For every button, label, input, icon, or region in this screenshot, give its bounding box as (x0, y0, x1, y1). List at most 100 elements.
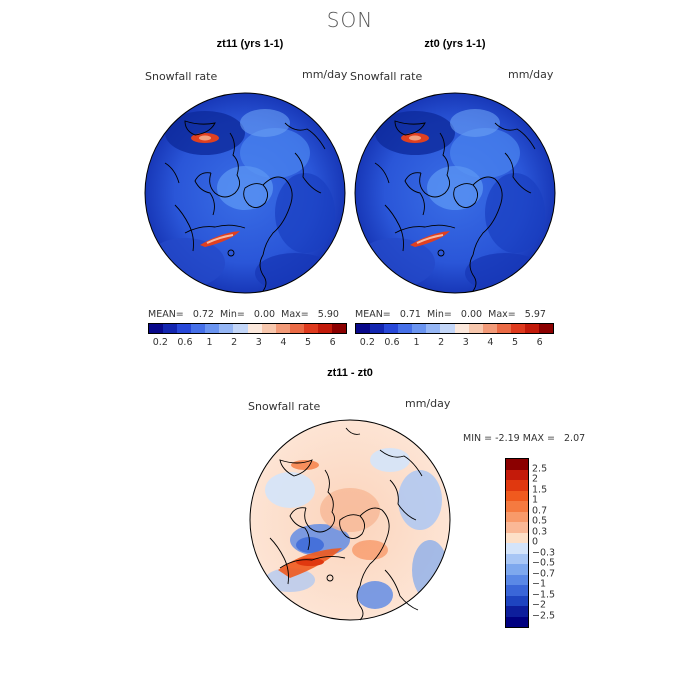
colorbar-tick-label: 1 (206, 337, 213, 348)
colorbar-swatch (332, 324, 347, 333)
colorbar-swatch (506, 459, 528, 470)
colorbar-tick-label: 0 (532, 536, 539, 548)
panel-1-colorbar-ticks: 0.2 0.6 1 2 3 4 5 6 (148, 337, 345, 351)
panel-1-title: zt11 (yrs 1-1) (216, 38, 284, 50)
colorbar-swatch (506, 595, 528, 606)
colorbar-tick-label: 5 (305, 337, 312, 348)
colorbar-swatch (539, 324, 554, 333)
diff-title: zt11 - zt0 (327, 367, 373, 379)
diff-colorbar-ticks: 2.5 2 1.5 1 0.7 0.5 0.3 0 −0.3 −0.5 −0.7 −1 −1.5 −2 −2… (532, 458, 572, 626)
colorbar-swatch (219, 324, 234, 333)
colorbar-swatch (384, 324, 399, 333)
colorbar-swatch (506, 574, 528, 585)
panel-2-coastlines (374, 120, 536, 292)
colorbar-swatch (247, 324, 262, 333)
colorbar-tick-label: 5 (512, 337, 519, 348)
colorbar-tick-label: 2.5 (532, 463, 548, 474)
colorbar-swatch (426, 324, 441, 333)
colorbar-tick-label: 1 (532, 494, 539, 506)
panel-2-colorbar-ticks: 0.2 0.6 1 2 3 4 5 6 (355, 337, 552, 351)
panel-1-polar-map (144, 92, 346, 294)
colorbar-swatch (524, 324, 540, 333)
colorbar-tick-label: −0.5 (532, 557, 556, 569)
panel-2-polar-map (354, 92, 556, 294)
colorbar-tick-label: 2 (231, 337, 238, 348)
diff-field (265, 448, 448, 609)
colorbar-swatch (506, 532, 528, 543)
colorbar-tick-label: 0.6 (177, 337, 193, 348)
diff-units: mm/day (405, 397, 451, 410)
colorbar-tick-label: 3 (462, 337, 469, 348)
colorbar-swatch (506, 490, 528, 501)
colorbar-tick-label: 4 (487, 337, 494, 348)
colorbar-tick-label: −2 (532, 599, 547, 611)
colorbar-tick-label: 2 (532, 473, 539, 485)
panel-1-stats: MEAN= 0.72 Min= 0.00 Max= 5.90 (148, 309, 339, 320)
diff-polar-map (249, 419, 451, 621)
diff-variable: Snowfall rate (248, 400, 321, 413)
colorbar-swatch (370, 324, 385, 333)
colorbar-swatch (317, 324, 333, 333)
colorbar-tick-label: 6 (536, 337, 543, 348)
colorbar-swatch (398, 324, 413, 333)
colorbar-tick-label: −1.5 (532, 589, 556, 600)
colorbar-swatch (506, 511, 528, 522)
colorbar-swatch (482, 324, 497, 333)
diff-minmax: MIN = -2.19 MAX = 2.07 (463, 433, 586, 444)
colorbar-swatch (191, 324, 206, 333)
panel-2-field (355, 109, 545, 293)
colorbar-swatch (163, 324, 178, 333)
panel-1-variable: Snowfall rate (145, 70, 218, 83)
colorbar-swatch (205, 324, 220, 333)
colorbar-tick-label: −1 (532, 578, 547, 590)
colorbar-swatch (275, 324, 290, 333)
colorbar-swatch (506, 480, 528, 491)
colorbar-swatch (454, 324, 469, 333)
colorbar-tick-label: 4 (280, 337, 287, 348)
colorbar-tick-label: 0.5 (532, 515, 548, 527)
colorbar-swatch (506, 585, 528, 596)
panel-2-stats: MEAN= 0.71 Min= 0.00 Max= 5.97 (355, 309, 546, 320)
colorbar-swatch (177, 324, 192, 333)
panel-2-variable: Snowfall rate (350, 70, 423, 83)
colorbar-swatch (506, 501, 528, 512)
panel-2-title: zt0 (yrs 1-1) (424, 38, 486, 50)
colorbar-tick-label: −2.5 (532, 610, 556, 621)
colorbar-tick-label: 0.3 (532, 526, 548, 537)
colorbar-tick-label: −0.3 (532, 547, 556, 558)
colorbar-swatch (506, 522, 528, 533)
colorbar-swatch (412, 324, 427, 333)
diff-colorbar (505, 458, 529, 628)
colorbar-swatch (506, 564, 528, 575)
colorbar-swatch (356, 324, 371, 333)
diff-coastlines (269, 427, 423, 621)
colorbar-tick-label: 3 (255, 337, 262, 348)
colorbar-swatch (506, 553, 528, 564)
colorbar-swatch (233, 324, 248, 333)
colorbar-swatch (506, 469, 528, 480)
colorbar-tick-label: 0.2 (152, 337, 168, 348)
colorbar-tick-label: 1 (413, 337, 420, 348)
colorbar-swatch (510, 324, 525, 333)
colorbar-tick-label: 0.2 (359, 337, 375, 348)
colorbar-swatch (468, 324, 483, 333)
season-title: SON (326, 8, 374, 32)
colorbar-tick-label: 6 (329, 337, 336, 348)
colorbar-swatch (440, 324, 455, 333)
panel-1-coastlines (164, 120, 326, 292)
panel-2-colorbar (355, 323, 554, 334)
colorbar-tick-label: −0.7 (532, 568, 556, 579)
colorbar-swatch (496, 324, 511, 333)
panel-2-units: mm/day (508, 68, 554, 81)
colorbar-swatch (506, 543, 528, 554)
colorbar-swatch (506, 606, 528, 617)
colorbar-tick-label: 2 (438, 337, 445, 348)
colorbar-tick-label: 0.7 (532, 505, 548, 516)
colorbar-swatch (303, 324, 318, 333)
colorbar-tick-label: 0.6 (384, 337, 400, 348)
panel-1-colorbar (148, 323, 347, 334)
colorbar-swatch (261, 324, 276, 333)
colorbar-tick-label: 1.5 (532, 484, 548, 495)
colorbar-swatch (289, 324, 304, 333)
colorbar-swatch (149, 324, 164, 333)
